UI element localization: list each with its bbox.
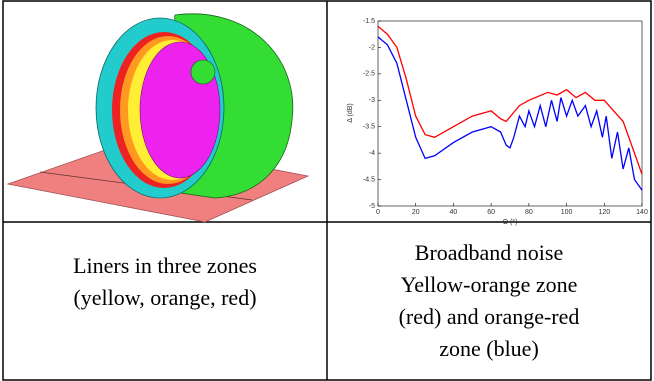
page: Θ (°) Δ (dB) Liners in three zones (yello…	[0, 0, 654, 381]
y-axis-label: Δ (dB)	[347, 103, 354, 122]
caption-line: (red) and orange-red	[399, 304, 580, 329]
x-tick-label: 20	[412, 209, 420, 216]
x-axis-label: Θ (°)	[503, 218, 518, 226]
x-tick-label: 60	[487, 209, 495, 216]
y-tick-label: -1.5	[363, 18, 375, 25]
x-tick-label: 40	[450, 209, 458, 216]
caption-line: Yellow-orange zone	[401, 272, 578, 297]
chart-frame	[378, 21, 642, 206]
x-tick-label: 80	[525, 209, 533, 216]
caption-line: zone (blue)	[439, 336, 539, 361]
x-tick-label: 100	[561, 209, 573, 216]
x-tick-label: 140	[636, 209, 648, 216]
caption-line: (yellow, orange, red)	[73, 285, 256, 310]
y-tick-label: -4	[369, 150, 375, 157]
y-tick-label: -3.5	[363, 124, 375, 131]
y-tick-label: -2	[369, 44, 375, 51]
x-tick-label: 0	[376, 209, 380, 216]
liner-model-image	[8, 14, 308, 222]
y-tick-label: -3	[369, 97, 375, 104]
caption-line: Liners in three zones	[73, 253, 257, 278]
document: Θ (°) Δ (dB) Liners in three zones (yello…	[0, 0, 654, 381]
y-tick-label: -5	[369, 203, 375, 210]
x-tick-label: 120	[598, 209, 610, 216]
y-tick-label: -2.5	[363, 71, 375, 78]
y-tick-label: -4.5	[363, 176, 375, 183]
caption-line: Broadband noise	[415, 240, 563, 265]
